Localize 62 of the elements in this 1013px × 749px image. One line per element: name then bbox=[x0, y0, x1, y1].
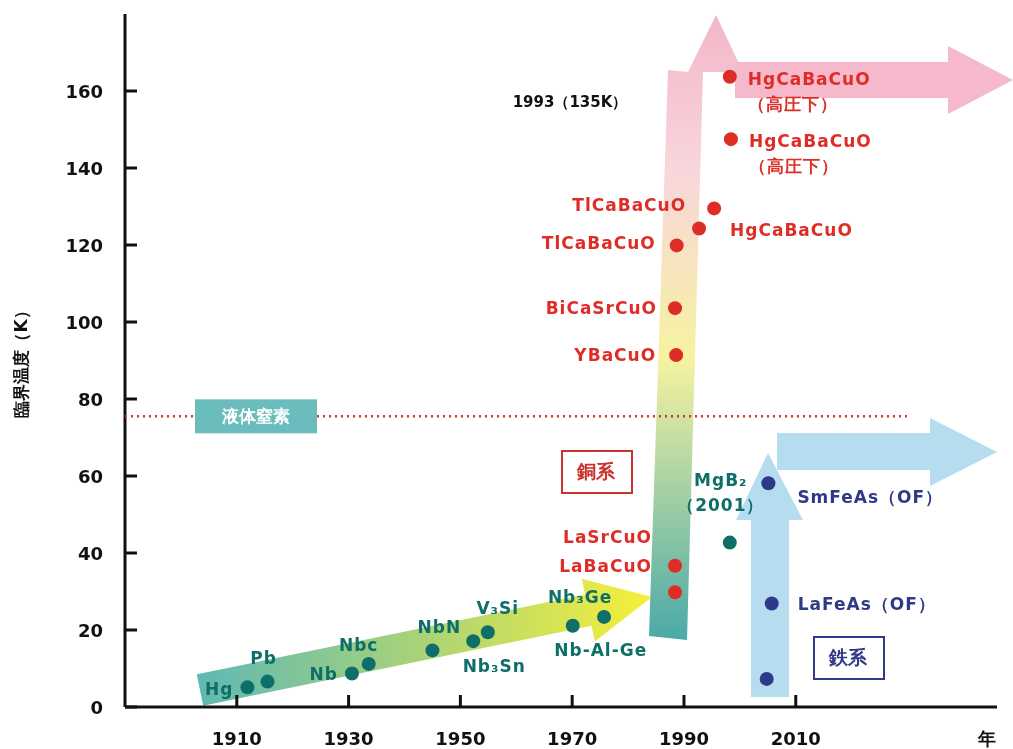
point bbox=[668, 585, 683, 600]
annotation: HgCaBaCuO （高圧下） bbox=[748, 131, 872, 177]
annotation: Nb₃Sn bbox=[462, 656, 526, 677]
point bbox=[260, 674, 275, 689]
x-tick-label: 1930 bbox=[323, 728, 374, 749]
y-tick-label: 0 bbox=[90, 697, 103, 718]
annotation: Hg bbox=[205, 679, 234, 700]
x-tick-label: 1950 bbox=[435, 728, 486, 749]
x-axis-title: 年 bbox=[977, 728, 996, 749]
annotation: Nb bbox=[309, 663, 338, 684]
annotation: TlCaBaCuO bbox=[541, 233, 656, 254]
annotation: Nb-Al-Ge bbox=[554, 639, 648, 660]
annotation: MgB₂ （2001） bbox=[677, 469, 765, 515]
point bbox=[361, 656, 376, 671]
annotation: SmFeAs（OF） bbox=[797, 487, 944, 508]
point bbox=[240, 680, 255, 695]
point bbox=[668, 558, 683, 573]
y-tick-label: 140 bbox=[65, 158, 103, 179]
y-axis-title: 臨界温度（K） bbox=[11, 302, 31, 418]
y-tick-label: 120 bbox=[65, 235, 103, 256]
annotation: LaBaCuO bbox=[559, 556, 653, 577]
point bbox=[707, 201, 722, 216]
x-tick-label: 2010 bbox=[770, 728, 821, 749]
point bbox=[597, 609, 612, 624]
annotation: TlCaBaCuO bbox=[572, 195, 687, 216]
point bbox=[480, 625, 495, 640]
annotation: LaSrCuO bbox=[563, 526, 653, 547]
x-tick-label: 1970 bbox=[547, 728, 598, 749]
point bbox=[466, 634, 481, 649]
annotation: YBaCuO bbox=[573, 345, 657, 366]
y-tick-label: 40 bbox=[77, 543, 103, 564]
annotation: HgCaBaCuO bbox=[730, 220, 853, 241]
point bbox=[723, 132, 738, 147]
annotation: NbN bbox=[417, 617, 462, 638]
annotation: LaFeAs（OF） bbox=[797, 594, 936, 615]
point bbox=[669, 348, 684, 363]
x-tick-label: 1910 bbox=[211, 728, 262, 749]
point bbox=[565, 618, 580, 633]
y-tick-label: 20 bbox=[77, 620, 103, 641]
ref-line-label: 液体窒素 bbox=[221, 406, 290, 427]
y-tick-label: 160 bbox=[65, 81, 103, 102]
y-tick-label: 80 bbox=[77, 389, 103, 410]
annotation: 鉄系 bbox=[828, 646, 868, 668]
point bbox=[722, 535, 737, 550]
y-tick-label: 60 bbox=[77, 466, 103, 487]
point bbox=[668, 301, 683, 316]
annotation: 銅系 bbox=[576, 460, 616, 482]
annotation: Nbc bbox=[338, 634, 379, 655]
annotation: V₃Si bbox=[476, 598, 520, 619]
annotation: HgCaBaCuO （高圧下） bbox=[747, 68, 871, 114]
point bbox=[425, 643, 440, 658]
point bbox=[344, 666, 359, 681]
point bbox=[692, 221, 707, 236]
point bbox=[722, 69, 737, 84]
point bbox=[761, 476, 776, 491]
point bbox=[669, 238, 684, 253]
x-tick-label: 1990 bbox=[658, 728, 710, 749]
point bbox=[764, 596, 779, 611]
y-tick-label: 100 bbox=[65, 312, 103, 333]
point bbox=[759, 671, 774, 686]
annotation: BiCaSrCuO bbox=[545, 298, 658, 319]
annotation: 1993（135K） bbox=[512, 93, 628, 111]
